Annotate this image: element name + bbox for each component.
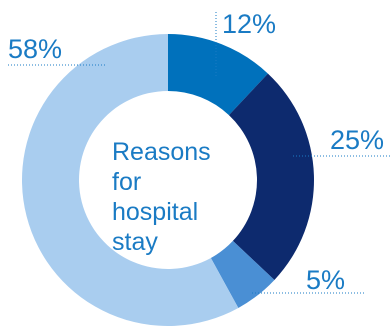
slice-label-4: 58% [8,34,62,64]
center-title-line-1: Reasons [112,138,211,166]
donut-slice-2 [228,73,314,280]
center-title-line-2: for [112,168,141,196]
slice-label-3: 5% [306,265,345,295]
center-title-line-4: stay [112,228,158,256]
donut-slices [21,34,314,326]
leader-lines [8,12,390,294]
donut-slice-3 [210,240,275,308]
slice-label-1: 12% [222,9,276,39]
donut-slice-1 [168,34,268,116]
center-title-line-3: hospital [112,198,198,226]
slice-labels: 12% 25% 5% 58% [8,9,384,295]
donut-slice-4 [21,34,239,326]
slice-label-2: 25% [330,125,384,155]
center-title: Reasons for hospital stay [112,138,218,256]
